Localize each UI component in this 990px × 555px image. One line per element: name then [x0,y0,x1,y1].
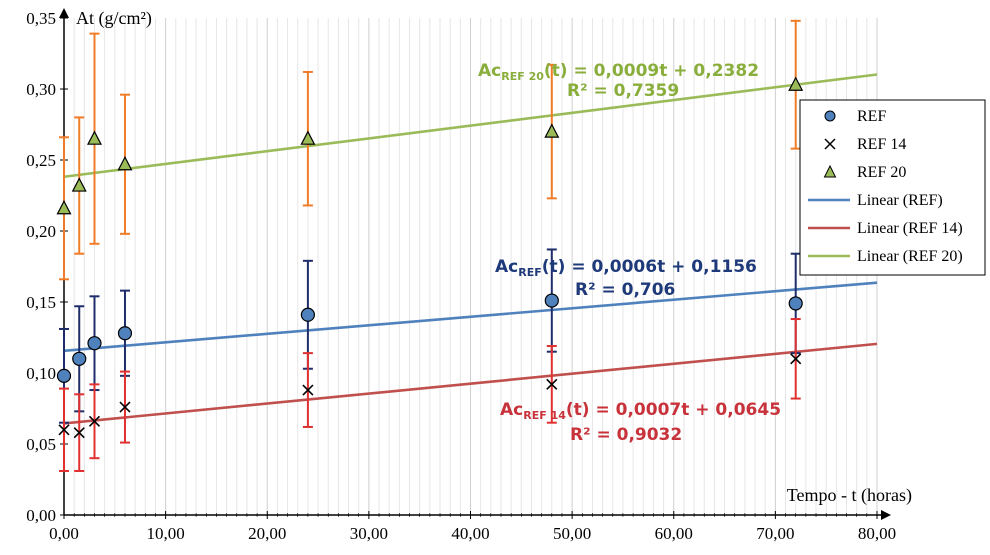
data-point [71,177,87,192]
data-point [300,130,316,145]
data-point [544,293,559,308]
equation-label: AcREF 20(t) = 0,0009t + 0,2382 [478,61,759,83]
y-tick-label: 0,00 [26,506,56,525]
x-tick-label: 50,00 [553,524,591,543]
series-ref [56,293,803,383]
x-tick-label: 10,00 [147,524,185,543]
y-tick-label: 0,10 [26,364,56,383]
legend-label: REF 20 [857,164,906,181]
data-point [790,353,802,365]
y-tick-label: 0,20 [26,222,56,241]
data-point [302,384,314,396]
x-tick-label: 80,00 [858,524,896,543]
cross-stroke [302,384,314,396]
legend-item: REF 20 [823,164,906,181]
data-point [58,424,70,436]
legend-item: REF [824,108,886,125]
data-point [56,368,72,383]
x-tick-label: 30,00 [350,524,388,543]
legend-cross-icon [824,138,836,150]
y-tick-label: 0,05 [26,435,56,454]
r-squared-label: R² = 0,7359 [567,81,679,101]
data-point [86,130,102,145]
cross-stroke [88,415,101,427]
cross-stroke [119,401,131,413]
data-point [117,326,133,341]
data-point [546,378,558,390]
x-axis-arrow-icon [881,510,891,520]
x-axis-title: Tempo - t (horas) [787,485,912,506]
r-squared-label: R² = 0,9032 [570,425,682,445]
data-point [87,336,102,351]
data-point [788,76,804,91]
y-tick-label: 0,35 [26,9,56,28]
legend-label: Linear (REF 14) [857,220,963,237]
series-ref20 [56,76,804,215]
data-point [117,155,133,171]
data-point [788,296,803,311]
legend-item: Linear (REF) [808,192,943,209]
y-tick-label: 0,15 [26,293,56,312]
legend-item: REF 14 [824,136,906,153]
x-tick-label: 20,00 [248,524,286,543]
data-point [73,427,85,439]
legend-label: REF 14 [857,136,906,153]
data-point [119,401,131,413]
legend-label: REF [857,108,886,125]
x-tick-label: 0,00 [49,524,79,543]
trendline-ref20 [63,73,878,179]
r-squared-label: R² = 0,706 [575,280,675,300]
cross-stroke [546,378,558,390]
data-point [72,351,87,366]
x-tick-label: 60,00 [655,524,693,543]
cross-stroke [58,424,70,436]
trendline-ref14 [63,342,878,425]
cross-stroke [73,427,85,439]
y-tick-label: 0,25 [26,151,56,170]
legend-label: Linear (REF 20) [857,248,963,265]
legend-box [799,99,986,276]
legend-triangle-icon [823,164,837,178]
legend: REF REF 14 REF 20 Linear (REF) Linear (REF 1… [799,99,986,276]
data-point [300,307,315,322]
x-tick-label: 70,00 [756,524,794,543]
legend-circle-icon [824,110,836,122]
legend-item: Linear (REF 20) [808,248,963,265]
trendline-ref [63,281,878,353]
series-ref14 [58,353,802,439]
data-point [56,199,72,215]
equation-label: AcREF(t) = 0,0006t + 0,1156 [495,257,757,279]
cross-stroke [790,353,802,365]
data-point [88,415,101,427]
y-axis-title: At (g/cm²) [76,8,152,29]
y-tick-label: 0,30 [26,80,56,99]
data-point [544,123,560,138]
legend-label: Linear (REF) [857,192,943,209]
legend-item: Linear (REF 14) [808,220,963,237]
x-tick-label: 40,00 [451,524,489,543]
y-axis-arrow-icon [59,8,69,18]
equation-label: AcREF 14(t) = 0,0007t + 0,0645 [500,400,781,422]
